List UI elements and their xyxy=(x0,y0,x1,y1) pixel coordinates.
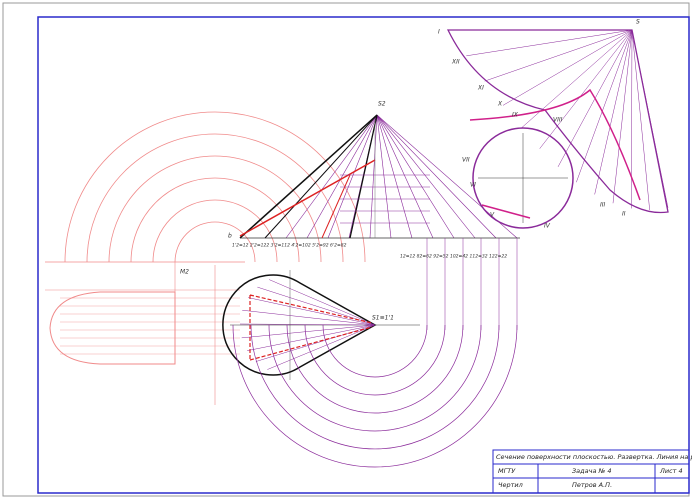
line xyxy=(484,29,633,82)
line xyxy=(369,114,378,239)
label: V xyxy=(490,212,495,219)
title-block-box xyxy=(492,449,690,494)
arc xyxy=(86,133,344,263)
label: S1≡1'1 xyxy=(372,315,394,322)
label: I xyxy=(438,29,440,36)
arc xyxy=(322,324,428,378)
tb-title: Сечение поверхности плоскостью. Развертк… xyxy=(496,453,692,461)
line xyxy=(576,29,633,183)
dev-circle xyxy=(472,127,574,229)
line xyxy=(376,114,434,239)
label: b xyxy=(228,233,232,240)
tb-sheet: Лист 4 xyxy=(659,467,683,475)
line xyxy=(376,114,413,239)
line xyxy=(242,309,376,326)
label: 1'2≡12 2'2≡122 3'2≡112 4'2≡102 5'2≡92 6'… xyxy=(232,243,347,249)
line xyxy=(269,279,376,326)
label: VII xyxy=(462,157,470,164)
tb-author: Петров А.П. xyxy=(572,481,612,489)
label: M2 xyxy=(180,269,189,276)
line xyxy=(594,29,633,195)
dev-cut xyxy=(481,204,531,219)
label: S2 xyxy=(378,101,386,108)
arc xyxy=(152,199,278,263)
label: VIII xyxy=(553,117,563,124)
label: VI xyxy=(470,182,476,189)
line xyxy=(285,114,378,239)
tb-org: МГТУ xyxy=(498,467,516,475)
line xyxy=(327,114,378,239)
tb-drawn: Чертил xyxy=(498,481,523,489)
label: X xyxy=(497,101,503,108)
line xyxy=(306,114,378,239)
arc xyxy=(232,324,518,468)
frame xyxy=(37,16,690,494)
line xyxy=(376,114,476,239)
label: XI xyxy=(477,85,484,92)
cut-top xyxy=(249,294,373,361)
line xyxy=(376,114,497,239)
line xyxy=(376,114,518,239)
ellipse-half xyxy=(49,291,176,365)
label: IV xyxy=(544,223,551,230)
cut-line xyxy=(239,159,376,237)
line xyxy=(631,29,650,211)
top-view xyxy=(222,274,377,376)
arc xyxy=(64,111,366,263)
line xyxy=(466,29,633,57)
line xyxy=(248,297,376,326)
dev-curve xyxy=(469,88,641,201)
arc xyxy=(130,177,300,263)
label: IX xyxy=(512,112,519,119)
line xyxy=(376,114,455,239)
line xyxy=(376,114,392,239)
arc xyxy=(108,155,322,263)
cone-edge xyxy=(239,114,378,239)
title-block xyxy=(492,449,690,494)
label: 12≡12 82≡62 92≡52 102≡42 112≡32 122≡22 xyxy=(400,254,507,260)
arc xyxy=(174,221,256,263)
label: II xyxy=(622,211,626,218)
arc xyxy=(268,324,482,432)
cone-edge xyxy=(264,114,378,239)
geometry xyxy=(45,29,669,468)
line xyxy=(539,29,633,149)
line xyxy=(612,29,633,204)
arc xyxy=(286,324,464,414)
line xyxy=(247,324,376,351)
arc xyxy=(304,324,446,396)
line xyxy=(241,324,376,339)
label: S xyxy=(636,19,640,26)
line xyxy=(502,29,633,106)
label: III xyxy=(600,202,606,209)
line xyxy=(631,29,669,208)
line xyxy=(267,324,376,370)
cone-edge xyxy=(349,114,378,239)
cut-line xyxy=(321,174,351,239)
line xyxy=(240,323,376,326)
tb-task: Задача № 4 xyxy=(572,467,611,475)
dev-outline xyxy=(446,29,669,214)
label: XII xyxy=(451,59,460,66)
arc xyxy=(250,324,500,450)
